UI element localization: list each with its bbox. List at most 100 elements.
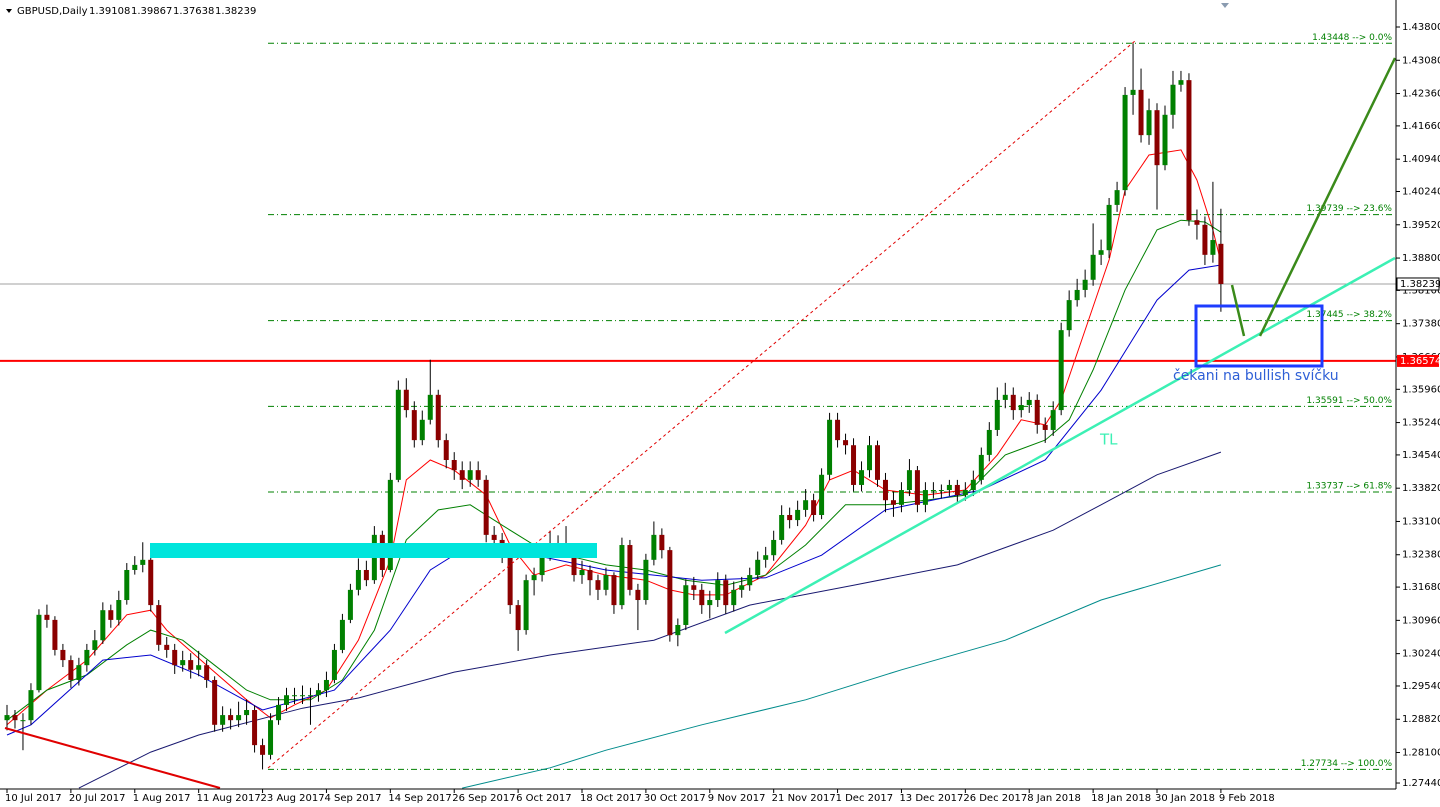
y-tick-label: 1.40240 xyxy=(1402,187,1440,198)
candle-body xyxy=(1210,240,1216,255)
candle-body xyxy=(667,550,673,636)
y-tick-label: 1.35240 xyxy=(1402,418,1440,429)
candle-body xyxy=(1146,110,1152,136)
candle-body xyxy=(60,649,66,661)
candle-body xyxy=(859,470,865,485)
candle-body xyxy=(292,695,298,697)
x-tick-label: 8 Jan 2018 xyxy=(1027,793,1081,804)
candle-body xyxy=(363,569,369,581)
x-tick-label: 4 Sep 2017 xyxy=(324,793,381,804)
y-tick-label: 1.34540 xyxy=(1402,450,1440,461)
y-tick-label: 1.32380 xyxy=(1402,550,1440,561)
candle-body xyxy=(164,644,170,650)
x-tick-label: 30 Jan 2018 xyxy=(1155,793,1215,804)
candle-body xyxy=(795,509,801,521)
candle-body xyxy=(276,704,282,721)
candle-body xyxy=(715,580,721,601)
x-tick-label: 9 Nov 2017 xyxy=(708,793,766,804)
x-tick-label: 1 Aug 2017 xyxy=(133,793,191,804)
candle-body xyxy=(100,610,106,641)
candle-body xyxy=(1002,394,1008,400)
y-tick-label: 1.41660 xyxy=(1402,121,1440,132)
candle-body xyxy=(459,470,465,480)
x-tick-label: 20 Jul 2017 xyxy=(69,793,126,804)
candle-body xyxy=(771,539,777,556)
menu-arrow xyxy=(6,9,12,13)
candle-body xyxy=(707,600,713,606)
candle-body xyxy=(244,710,250,716)
level-box xyxy=(1397,354,1439,367)
candle-body xyxy=(387,479,393,570)
y-tick-label: 1.28820 xyxy=(1402,714,1440,725)
candle-body xyxy=(835,419,841,441)
candle-body xyxy=(1122,94,1128,191)
marker xyxy=(1221,3,1229,8)
candle-body xyxy=(467,470,473,480)
candle-body xyxy=(299,695,305,697)
candle-body xyxy=(827,419,833,475)
fib-label: 1.43448 --> 0.0% xyxy=(1312,33,1392,43)
forecast-up xyxy=(1258,57,1397,337)
candle-body xyxy=(1098,250,1104,255)
candle-body xyxy=(451,460,457,471)
candle-body xyxy=(148,559,154,606)
x-tick-label: 23 Aug 2017 xyxy=(261,793,325,804)
candle-body xyxy=(994,399,1000,430)
fib-label: 1.35591 --> 50.0% xyxy=(1306,396,1392,406)
candle-body xyxy=(755,559,761,576)
x-tick-label: 18 Jan 2018 xyxy=(1091,793,1151,804)
candle-body xyxy=(188,660,194,670)
candle-body xyxy=(1138,89,1144,136)
candle-body xyxy=(172,649,178,666)
candle-body xyxy=(1114,190,1120,205)
x-tick-label: 11 Aug 2017 xyxy=(197,793,261,804)
candle-body xyxy=(867,445,873,471)
price-label: 1.38239 xyxy=(1400,279,1440,290)
candle-body xyxy=(747,575,753,586)
y-tick-label: 1.29540 xyxy=(1402,681,1440,692)
candle-body xyxy=(252,710,258,746)
fib-label: 1.27734 --> 100.0% xyxy=(1301,759,1393,769)
candle-body xyxy=(403,389,409,411)
candle-body xyxy=(84,649,90,666)
candle-body xyxy=(411,410,417,441)
candle-body xyxy=(491,534,497,540)
candle-body xyxy=(355,569,361,590)
candle-body xyxy=(212,679,218,725)
y-tick-label: 1.28100 xyxy=(1402,748,1440,759)
close: 1.38239 xyxy=(215,6,256,17)
x-tick-label: 26 Sep 2017 xyxy=(452,793,515,804)
candle-body xyxy=(116,600,122,620)
candle-body xyxy=(779,514,785,540)
y-tick-label: 1.43800 xyxy=(1402,22,1440,33)
candle-body xyxy=(659,534,665,551)
x-tick-label: 9 Feb 2018 xyxy=(1219,793,1275,804)
y-tick-label: 1.31680 xyxy=(1402,582,1440,593)
trend-line xyxy=(4,727,221,789)
candle-body xyxy=(523,580,529,631)
candle-body xyxy=(36,614,42,691)
candle-body xyxy=(851,445,857,485)
candle-body xyxy=(874,445,880,480)
candle-body xyxy=(443,440,449,461)
candle-body xyxy=(675,624,681,636)
candle-body xyxy=(811,500,817,515)
moving-average xyxy=(462,564,1222,789)
y-tick-label: 1.38800 xyxy=(1402,253,1440,264)
candle-body xyxy=(1194,220,1200,225)
candle-body xyxy=(739,585,745,590)
candle-body xyxy=(922,490,928,505)
candle-body xyxy=(315,690,321,696)
fib-label: 1.37445 --> 38.2% xyxy=(1306,310,1392,320)
candle-body xyxy=(611,575,617,606)
candle-body xyxy=(1154,110,1160,166)
y-tick-label: 1.33100 xyxy=(1402,516,1440,527)
plot: 1.43448 --> 0.0% 1.39739 --> 23.6% 1.37445… xyxy=(0,33,1396,789)
candle-body xyxy=(962,490,968,496)
candle-body xyxy=(52,619,58,650)
high: 1.39867 xyxy=(131,6,172,17)
candle-body xyxy=(579,569,585,576)
candle-body xyxy=(12,715,18,721)
